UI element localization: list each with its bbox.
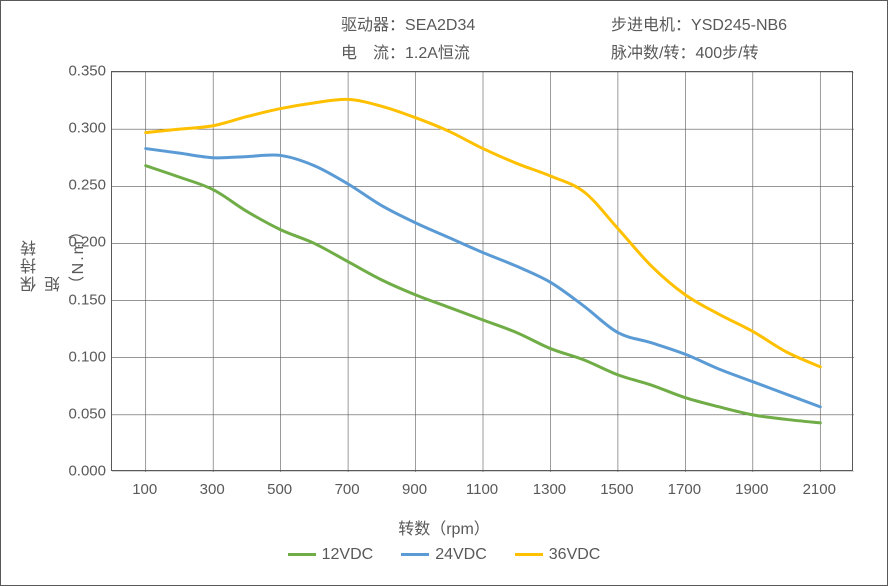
plot-svg xyxy=(112,72,854,472)
x-axis-title: 转数（rpm） xyxy=(1,515,887,539)
x-tick-label: 900 xyxy=(402,481,427,498)
legend-item-36VDC: 36VDC xyxy=(515,546,601,564)
legend-swatch xyxy=(515,553,543,556)
x-tick-label: 1700 xyxy=(668,481,701,498)
y-tick-label: 0.350 xyxy=(68,63,106,80)
y-tick-label: 0.300 xyxy=(68,120,106,137)
y-tick-label: 0.200 xyxy=(68,234,106,251)
header-motor: 步进电机：YSD245-NB6 xyxy=(611,11,787,35)
y-tick-label: 0.050 xyxy=(68,405,106,422)
x-tick-label: 500 xyxy=(267,481,292,498)
header-driver-label: 驱动器： xyxy=(341,17,405,34)
x-tick-label: 1100 xyxy=(466,481,498,498)
y-tick-label: 0.150 xyxy=(68,291,106,308)
header-pulse-label: 脉冲数/转： xyxy=(611,45,695,62)
header-pulse-value: 400步/转 xyxy=(695,45,758,62)
x-tick-label: 300 xyxy=(200,481,225,498)
header-info: 驱动器：SEA2D34 步进电机：YSD245-NB6 电 流：1.2A恒流 脉… xyxy=(1,11,887,59)
x-tick-label: 1500 xyxy=(600,481,633,498)
legend: 12VDC 24VDC 36VDC xyxy=(1,543,887,564)
y-tick-label: 0.000 xyxy=(68,463,106,480)
header-pulse: 脉冲数/转：400步/转 xyxy=(611,39,759,63)
legend-item-24VDC: 24VDC xyxy=(401,546,487,564)
y-tick-labels: 0.0000.0500.1000.1500.2000.2500.3000.350 xyxy=(51,71,106,471)
x-tick-label: 1900 xyxy=(735,481,768,498)
legend-label: 24VDC xyxy=(435,546,487,564)
legend-swatch xyxy=(401,553,429,556)
legend-label: 36VDC xyxy=(549,546,601,564)
legend-label: 12VDC xyxy=(322,546,374,564)
header-motor-label: 步进电机： xyxy=(611,17,691,34)
x-tick-label: 1300 xyxy=(533,481,566,498)
header-current-value: 1.2A恒流 xyxy=(405,45,470,62)
x-tick-labels: 100 300 500 700 900 1100 1300 1500 1700 1900 2100 xyxy=(111,481,853,505)
legend-swatch xyxy=(288,553,316,556)
header-driver: 驱动器：SEA2D34 xyxy=(341,11,475,35)
x-tick-label: 700 xyxy=(335,481,360,498)
header-current: 电 流：1.2A恒流 xyxy=(341,39,470,63)
x-tick-label: 100 xyxy=(132,481,157,498)
header-motor-value: YSD245-NB6 xyxy=(691,17,787,34)
legend-item-12VDC: 12VDC xyxy=(288,546,374,564)
header-driver-value: SEA2D34 xyxy=(405,17,475,34)
y-tick-label: 0.100 xyxy=(68,348,106,365)
header-current-label: 电 流： xyxy=(341,45,405,62)
plot-area xyxy=(111,71,853,471)
x-tick-label: 2100 xyxy=(803,481,836,498)
chart-container: 驱动器：SEA2D34 步进电机：YSD245-NB6 电 流：1.2A恒流 脉… xyxy=(0,0,888,586)
y-tick-label: 0.250 xyxy=(68,177,106,194)
